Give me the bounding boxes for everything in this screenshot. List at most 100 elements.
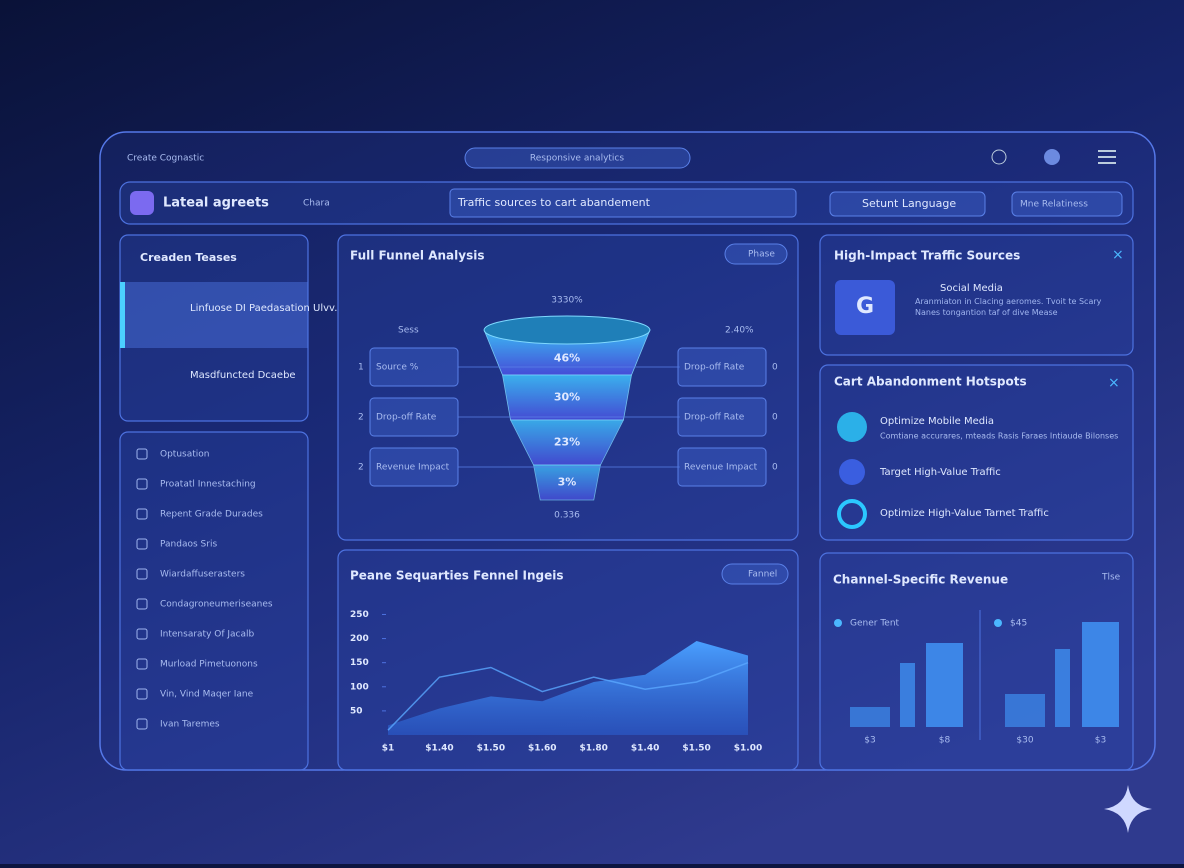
nav-icon: [136, 538, 148, 550]
bar: [850, 707, 890, 727]
funnel-segment: [533, 464, 601, 501]
step-label: Revenue Impact: [684, 463, 758, 473]
selection-bar: [120, 282, 125, 348]
bar: [1005, 694, 1045, 727]
step-label: Source %: [376, 363, 419, 373]
language-button[interactable]: [829, 191, 986, 217]
close[interactable]: ×: [1112, 247, 1124, 263]
funnel-label: 2.40%: [725, 326, 754, 336]
button-text[interactable]: Phase: [748, 250, 775, 260]
button-text[interactable]: Tlse: [1101, 573, 1121, 583]
search-text[interactable]: Traffic sources to cart abandement: [457, 196, 651, 209]
step-index: 2: [358, 463, 364, 473]
hotspot[interactable]: Optimize High-Value Tarnet Traffic: [880, 508, 1049, 519]
step-end: 0: [772, 413, 778, 423]
hotspot[interactable]: Target High-Value Traffic: [879, 467, 1001, 478]
y-tick-label: 250: [350, 610, 369, 620]
tab-pill[interactable]: [464, 147, 691, 169]
search-box[interactable]: [449, 188, 797, 218]
step-box: [677, 347, 767, 387]
nav-item[interactable]: Pandaos Sris: [160, 540, 217, 550]
nav-icon: [136, 598, 148, 610]
select-text[interactable]: Mne Relatiness: [1020, 200, 1088, 210]
y-tick-label: 150: [350, 658, 369, 668]
hotspot-icon: [837, 412, 867, 442]
nav-icon: [136, 568, 148, 580]
funnel-value: 23%: [554, 436, 580, 449]
step-end: 0: [772, 363, 778, 373]
y-tick-label: 200: [350, 634, 369, 644]
brand: Create Cognastic: [127, 154, 204, 164]
step-box: [677, 447, 767, 487]
step-box: [677, 397, 767, 437]
button[interactable]: [724, 243, 788, 265]
nav-icon: [136, 628, 148, 640]
button-text[interactable]: Fannel: [748, 570, 777, 580]
step-box: [369, 347, 459, 387]
step-label: Drop-off Rate: [684, 413, 745, 423]
nav-icon: [136, 658, 148, 670]
avatar[interactable]: [1044, 149, 1060, 165]
funnel-rim: [483, 315, 651, 345]
nav-item[interactable]: Intensaraty Of Jacalb: [160, 630, 255, 640]
x-tick-label: $8: [939, 736, 951, 746]
hotspot-desc: Comtiane accurares, mteads Rasis Faraes …: [880, 432, 1118, 441]
sidebar-item[interactable]: Linfuose DI Paedasation Ulvv.: [190, 303, 337, 314]
select[interactable]: [1011, 191, 1123, 217]
sidebar-item[interactable]: Masdfuncted Dcaebe: [190, 370, 296, 381]
y-tick-label: 50: [350, 706, 363, 716]
nav-item[interactable]: Ivan Taremes: [160, 720, 220, 730]
area: [388, 640, 748, 735]
nav-item[interactable]: Proatatl Innestaching: [160, 480, 256, 490]
hotspots-panel: [819, 364, 1134, 541]
nav-item[interactable]: Condagroneumeriseanes: [160, 600, 273, 610]
icon[interactable]: [991, 149, 1007, 165]
nav-icon: [136, 688, 148, 700]
step-end: 0: [772, 463, 778, 473]
nav-item[interactable]: Murload Pimetuonons: [160, 660, 258, 670]
step-index: 2: [358, 413, 364, 423]
button[interactable]: [721, 563, 789, 585]
line: [387, 661, 749, 731]
tab[interactable]: Responsive analytics: [530, 154, 624, 164]
funnel-label: Sess: [398, 326, 419, 336]
x-tick-label: $1.80: [579, 744, 607, 754]
y-tick-label: 100: [350, 682, 369, 692]
nav-item[interactable]: Optusation: [160, 450, 209, 460]
panel-title: Full Funnel Analysis: [350, 249, 484, 263]
logo: [130, 191, 154, 215]
hotspot-icon: [837, 499, 867, 529]
legend-dot: [994, 619, 1002, 627]
nav-icon: [136, 508, 148, 520]
step-index: 1: [358, 363, 364, 373]
toolbar-title: Lateal agreets: [163, 196, 269, 211]
revenue-panel: [819, 552, 1134, 771]
nav-icon: [136, 448, 148, 460]
nav-panel: [119, 431, 309, 771]
toolbar-tag: Chara: [303, 199, 330, 209]
source-desc: Aranmiaton in Clacing aeromes. Tvoit te …: [915, 297, 1102, 317]
x-tick-label: $1.40: [425, 744, 453, 754]
source-name: Social Media: [940, 283, 1003, 294]
sparkle: [1104, 785, 1152, 833]
hotspot[interactable]: Optimize Mobile Media: [880, 416, 994, 427]
legend-label: Gener Tent: [850, 619, 900, 629]
selected-item[interactable]: [120, 282, 308, 348]
x-tick-label: $1.40: [631, 744, 659, 754]
close[interactable]: ×: [1108, 375, 1120, 391]
bar: [900, 663, 915, 727]
nav-item[interactable]: Wiardaffuserasters: [160, 570, 245, 580]
source-badge: G: [856, 294, 874, 319]
x-tick-label: $3: [1095, 736, 1106, 746]
nav-icon: [136, 478, 148, 490]
funnel-total: 3330%: [551, 296, 583, 306]
nav-item[interactable]: Vin, Vind Maqer Iane: [160, 690, 254, 700]
language[interactable]: Setunt Language: [862, 197, 956, 210]
menu-icon[interactable]: [1098, 150, 1116, 164]
nav-item[interactable]: Repent Grade Durades: [160, 510, 263, 520]
step-label: Drop-off Rate: [684, 363, 745, 373]
bar: [1055, 649, 1070, 727]
step-box: [369, 447, 459, 487]
funnel-value: 30%: [554, 391, 580, 404]
